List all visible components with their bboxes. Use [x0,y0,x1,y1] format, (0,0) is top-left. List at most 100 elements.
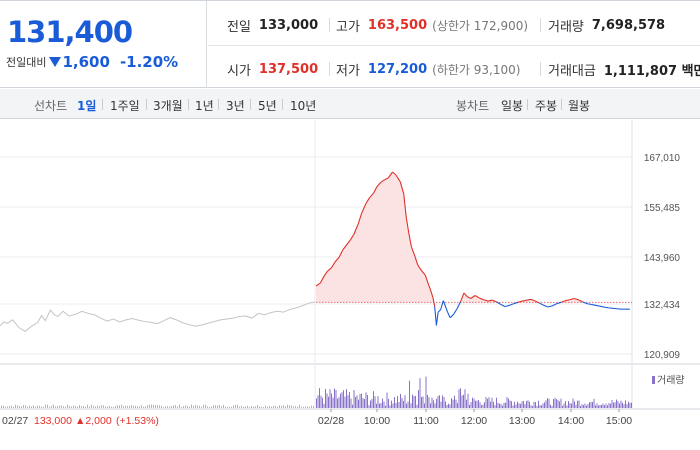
volume-bar [267,406,268,408]
tab-3months[interactable]: 3개월 [153,99,183,113]
volume-bar [352,404,353,408]
today-line-segment [463,292,468,298]
volume-bar [337,398,338,408]
volume-bar [593,398,595,408]
volume-bar [299,404,300,408]
change-row: 전일대비 1,600 -1.20% [6,53,178,71]
volume-bar [55,406,56,408]
volume-bar [529,401,530,408]
tab-1day[interactable]: 1일 [77,99,97,113]
volume-bar [307,406,308,408]
volume-bar [590,401,592,408]
volume-bar [31,406,32,408]
volume-bar [599,404,601,408]
volume-bar [401,398,403,408]
volume-bar [355,396,356,408]
volume-bar [65,406,66,408]
y-axis-labels: 167,010 155,485 143,960 132,434 120,909 [644,153,681,361]
stat-label: 전일 [227,20,251,35]
volume-bar [81,406,82,408]
today-line-segment [552,303,558,307]
volume-bar [451,398,452,408]
today-line-segment [442,300,447,308]
volume-bar [365,392,367,408]
prev-day-summary: 02/27 133,000 ▲2,000 (+1.53%) [2,415,159,427]
volume-bar [317,395,319,408]
volume-bar [332,397,334,408]
tab-daily-candle[interactable]: 일봉 [501,99,524,113]
volume-bar [581,404,583,408]
today-line-segment [487,299,493,302]
tab-10years[interactable]: 10년 [290,99,317,113]
volume-bar [135,405,136,408]
stat-low: 저가 127,200 (하한가 93,100) [336,60,520,79]
tab-3years[interactable]: 3년 [226,99,245,113]
today-line-segment [334,256,340,263]
volume-bar [379,403,380,408]
volume-bar [433,400,434,408]
volume-bar [415,396,416,408]
volume-bar [35,406,36,408]
volume-bar [565,401,566,408]
stat-label: 시가 [227,64,251,79]
tab-separator [218,99,219,110]
volume-bar [610,403,611,408]
volume-bar [625,400,626,408]
volume-bar [283,405,284,408]
volume-bar [105,406,106,408]
volume-bar [309,406,310,408]
volume-bar [243,406,244,408]
volume-bar [235,404,236,408]
volume-bar [201,406,202,408]
volume-bar [301,406,302,408]
tab-1year[interactable]: 1년 [195,99,214,113]
volume-bar [596,403,598,408]
tab-separator [250,99,251,110]
price-chart[interactable]: 167,010 155,485 143,960 132,434 120,909 02/2… [0,120,700,450]
tab-monthly-candle[interactable]: 월봉 [568,99,591,113]
volume-bar [362,398,364,408]
volume-bar [129,405,130,408]
today-line-segment [414,256,419,265]
volume-bar [628,401,629,408]
volume-bar [233,405,234,408]
volume-bar [458,389,460,408]
change-percent: -1.20% [119,53,179,71]
volume-bar [538,400,539,408]
volume-bar [325,388,326,408]
volume-bar [320,395,322,408]
today-line-segment [445,307,449,313]
today-line-segment [345,239,351,246]
tab-5years[interactable]: 5년 [258,99,277,113]
today-line-segment [403,193,407,218]
volume-bar [199,405,200,408]
today-line-segment [410,247,416,257]
stat-label: 거래량 [548,20,584,35]
volume-bar [328,396,329,408]
volume-bar [147,405,148,408]
volume-bar [347,395,349,408]
volume-bar [169,406,170,408]
volume-bar [572,398,574,408]
volume-bar [326,393,328,408]
volume-bar [95,406,96,408]
volume-bar [79,405,80,408]
volume-bar [569,403,571,408]
volume-bar [3,405,4,408]
y-tick-label: 167,010 [644,153,681,164]
today-line-segment [373,186,378,194]
volume-bar [443,397,445,408]
tab-weekly-candle[interactable]: 주봉 [535,99,558,113]
volume-bar [205,404,206,408]
today-line-segment [392,171,397,176]
today-line-segment [505,304,510,308]
volume-bar [149,404,150,408]
volume-bar [295,406,296,408]
volume-bar [595,405,596,408]
today-line-segment [526,298,532,301]
tab-1week[interactable]: 1주일 [110,99,140,113]
volume-bar [547,398,548,408]
volume-legend-label: 거래량 [657,375,685,387]
x-tick-label: 14:00 [558,415,584,427]
volume-bar [574,401,575,408]
